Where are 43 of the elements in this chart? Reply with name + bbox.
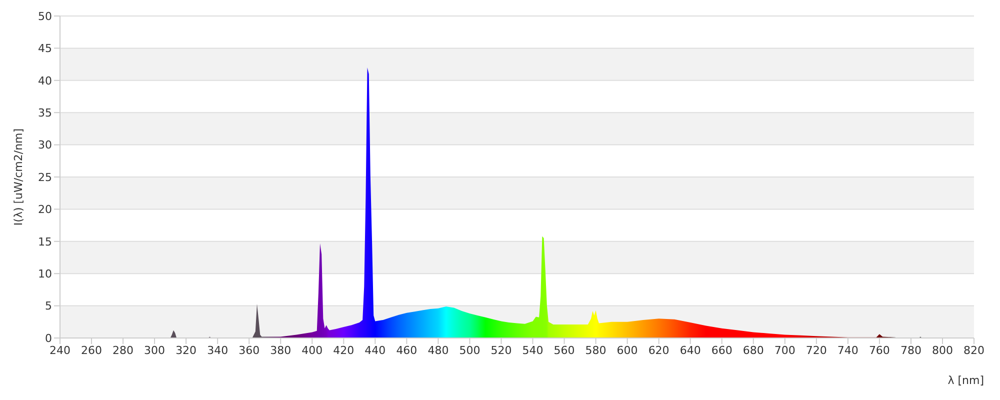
x-tick-label: 540 bbox=[522, 344, 544, 357]
x-tick-label: 320 bbox=[176, 344, 197, 357]
x-tick-label: 780 bbox=[900, 344, 922, 357]
x-tick-label: 700 bbox=[774, 344, 796, 357]
x-tick-label: 640 bbox=[680, 344, 701, 357]
x-tick-label: 800 bbox=[932, 344, 953, 357]
y-tick-label: 40 bbox=[38, 74, 52, 88]
x-tick-label: 380 bbox=[270, 344, 292, 357]
x-tick-label: 660 bbox=[711, 344, 732, 357]
x-tick-label: 720 bbox=[806, 344, 827, 357]
x-tick-label: 400 bbox=[302, 344, 323, 357]
y-axis-title: I(λ) [uW/cm2/nm] bbox=[12, 128, 25, 226]
y-tick-label: 50 bbox=[38, 10, 52, 23]
x-axis-title: λ [nm] bbox=[948, 374, 984, 387]
x-tick-label: 440 bbox=[364, 344, 386, 357]
y-tick-label: 30 bbox=[38, 138, 52, 152]
x-tick-label: 740 bbox=[837, 344, 858, 357]
x-tick-label: 340 bbox=[207, 344, 228, 357]
x-tick-label: 480 bbox=[428, 344, 449, 357]
x-tick-label: 560 bbox=[554, 344, 575, 357]
x-tick-label: 620 bbox=[648, 344, 670, 357]
x-tick-label: 260 bbox=[81, 344, 102, 357]
y-tick-label: 35 bbox=[38, 106, 52, 120]
x-tick-label: 520 bbox=[490, 344, 512, 357]
x-tick-label: 600 bbox=[616, 344, 638, 357]
x-tick-label: 760 bbox=[868, 344, 890, 357]
y-tick-label: 25 bbox=[38, 170, 52, 184]
x-tick-label: 820 bbox=[964, 344, 984, 357]
x-tick-label: 240 bbox=[50, 344, 70, 357]
y-tick-label: 5 bbox=[45, 300, 52, 313]
x-tick-label: 360 bbox=[238, 344, 260, 357]
y-tick-label: 0 bbox=[45, 332, 52, 345]
x-tick-label: 680 bbox=[742, 344, 764, 357]
x-tick-label: 460 bbox=[396, 344, 418, 357]
y-tick-label: 15 bbox=[38, 235, 52, 248]
x-tick-label: 500 bbox=[459, 344, 480, 357]
y-tick-label: 10 bbox=[38, 268, 52, 281]
y-tick-label: 45 bbox=[38, 42, 52, 56]
x-tick-label: 420 bbox=[333, 344, 354, 357]
y-tick-label: 20 bbox=[38, 203, 52, 216]
x-tick-label: 280 bbox=[112, 344, 134, 357]
x-tick-label: 580 bbox=[585, 344, 606, 357]
x-tick-label: 300 bbox=[144, 344, 166, 357]
